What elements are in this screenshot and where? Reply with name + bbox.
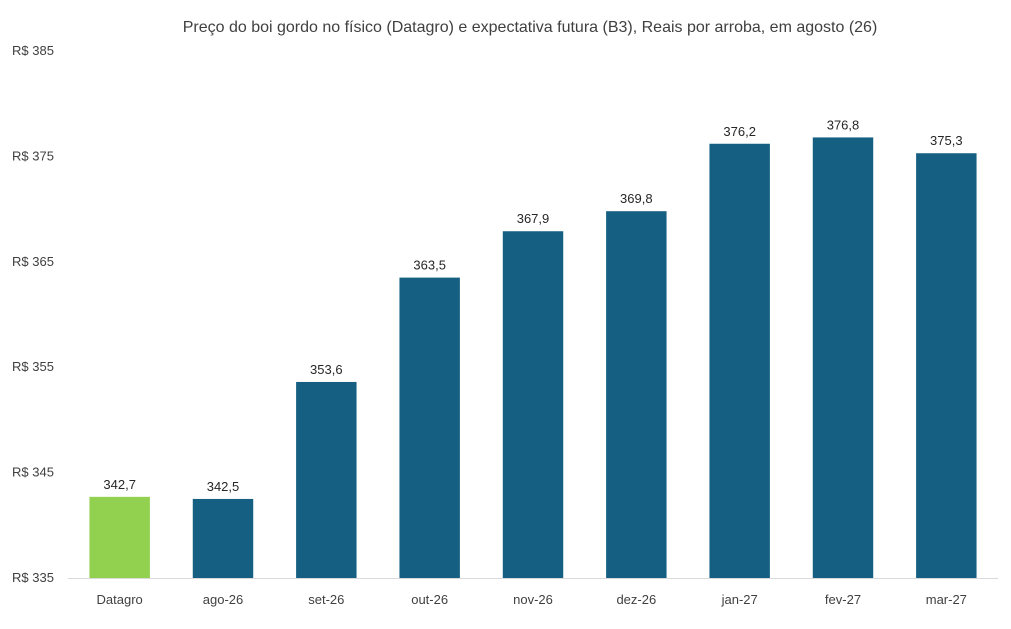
data-label: 342,5 [207, 479, 240, 494]
y-tick-label: R$ 385 [12, 43, 54, 58]
data-label: 369,8 [620, 191, 653, 206]
bar-dez-26 [606, 211, 667, 578]
y-tick-label: R$ 355 [12, 359, 54, 374]
x-tick-label: set-26 [308, 592, 344, 607]
x-tick-label: jan-27 [721, 592, 758, 607]
data-label: 375,3 [930, 133, 963, 148]
x-tick-label: out-26 [411, 592, 448, 607]
bar-mar-27 [916, 153, 977, 578]
bar-nov-26 [502, 231, 564, 578]
data-label: 342,7 [103, 477, 136, 492]
y-tick-label: R$ 365 [12, 254, 54, 269]
x-tick-label: ago-26 [203, 592, 243, 607]
data-label: 367,9 [517, 211, 550, 226]
data-label: 353,6 [310, 362, 343, 377]
bar-fev-27 [812, 137, 874, 579]
chart-title: Preço do boi gordo no físico (Datagro) e… [183, 19, 878, 36]
bar-set-26 [296, 381, 357, 578]
bars [89, 137, 977, 579]
x-tick-label: fev-27 [825, 592, 861, 607]
data-labels: 342,7 342,5 353,6 363,5 367,9 369,8 376,2 376,8… [103, 117, 962, 494]
y-tick-label: R$ 375 [12, 148, 54, 163]
y-axis: R$ 335 R$ 345 R$ 355 R$ 365 R$ 375 R$ 385 [12, 43, 54, 585]
data-label: 363,5 [413, 258, 446, 273]
bar-out-26 [399, 277, 460, 578]
bar-ago-26 [192, 498, 254, 578]
x-tick-label: Datagro [97, 592, 143, 607]
bar-datagro [89, 496, 150, 578]
x-tick-label: dez-26 [616, 592, 656, 607]
data-label: 376,8 [827, 117, 860, 132]
y-tick-label: R$ 335 [12, 570, 54, 585]
x-tick-label: mar-27 [926, 592, 967, 607]
x-axis: Datagro ago-26 set-26 out-26 nov-26 dez-26 jan… [97, 592, 967, 607]
data-label: 376,2 [723, 124, 756, 139]
x-tick-label: nov-26 [513, 592, 553, 607]
bar-jan-27 [709, 143, 770, 578]
y-tick-label: R$ 345 [12, 465, 54, 480]
